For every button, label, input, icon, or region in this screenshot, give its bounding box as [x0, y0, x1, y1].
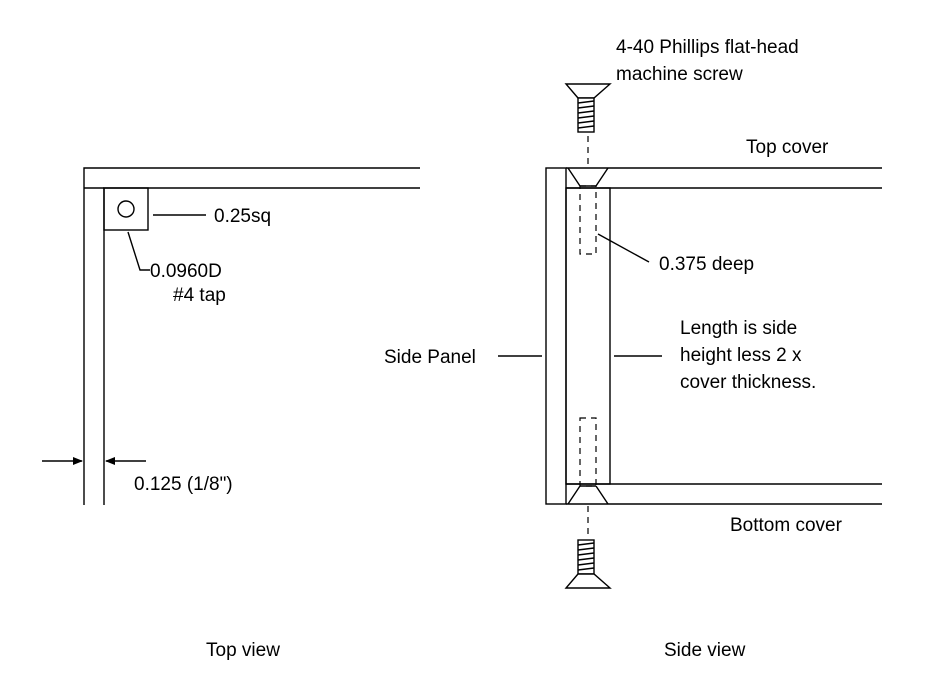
- top-screw: [564, 83, 612, 133]
- length-note-line1: Length is side: [680, 318, 797, 339]
- thickness-label: 0.125 (1/8"): [134, 474, 233, 495]
- bottom-countersink: [567, 485, 609, 505]
- square-label: 0.25sq: [214, 206, 271, 227]
- top-tapped-hole: [579, 185, 597, 255]
- side-view: 4-40 Phillips flat-head machine screw To…: [384, 37, 882, 661]
- depth-label: 0.375 deep: [659, 254, 754, 275]
- depth-leader: [597, 233, 650, 263]
- length-note-line3: cover thickness.: [680, 372, 816, 393]
- side-panel: [545, 167, 567, 505]
- bottom-screw: [564, 539, 612, 589]
- square-block: [103, 187, 149, 231]
- length-note-line2: height less 2 x: [680, 345, 802, 366]
- bottom-cover-label: Bottom cover: [730, 515, 843, 536]
- top-countersink: [567, 167, 609, 187]
- hole-label-line2: #4 tap: [173, 285, 226, 306]
- bottom-cover-plate: [566, 483, 882, 505]
- side-view-caption: Side view: [664, 640, 746, 661]
- top-view-caption: Top view: [206, 640, 280, 661]
- tapped-hole: [117, 200, 135, 218]
- screw-label-line1: 4-40 Phillips flat-head: [616, 37, 799, 58]
- top-view: 0.25sq 0.0960D #4 tap 0.125 (1/8") Top v…: [42, 167, 420, 661]
- hole-label-line1: 0.0960D: [150, 261, 222, 282]
- spacer-block: [565, 187, 611, 485]
- top-cover-label: Top cover: [746, 137, 829, 158]
- side-panel-label: Side Panel: [384, 347, 476, 368]
- bottom-tapped-hole: [579, 417, 597, 487]
- screw-label-line2: machine screw: [616, 64, 743, 85]
- hole-leader: [127, 231, 150, 271]
- top-cover-plate: [566, 167, 882, 189]
